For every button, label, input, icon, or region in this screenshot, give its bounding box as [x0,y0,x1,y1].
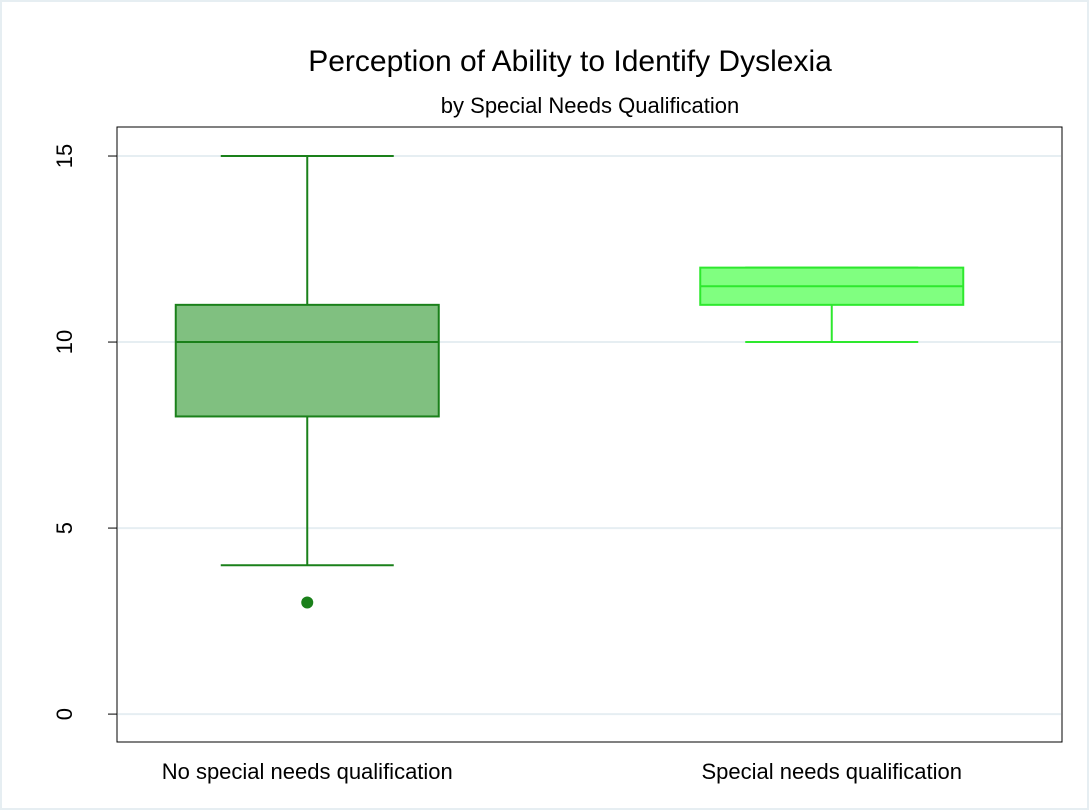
chart-title: Perception of Ability to Identify Dyslex… [308,45,832,78]
y-tick-label: 15 [52,144,77,168]
x-tick-label: No special needs qualification [162,759,453,784]
y-tick-label: 5 [52,522,77,534]
plot-frame [116,126,1063,743]
y-tick-label: 10 [52,330,77,354]
box [174,303,440,418]
outlier [301,596,314,609]
chart-subtitle: by Special Needs Qualification [441,93,739,118]
y-tick-label: 0 [52,708,77,720]
x-tick-label: Special needs qualification [701,759,962,784]
